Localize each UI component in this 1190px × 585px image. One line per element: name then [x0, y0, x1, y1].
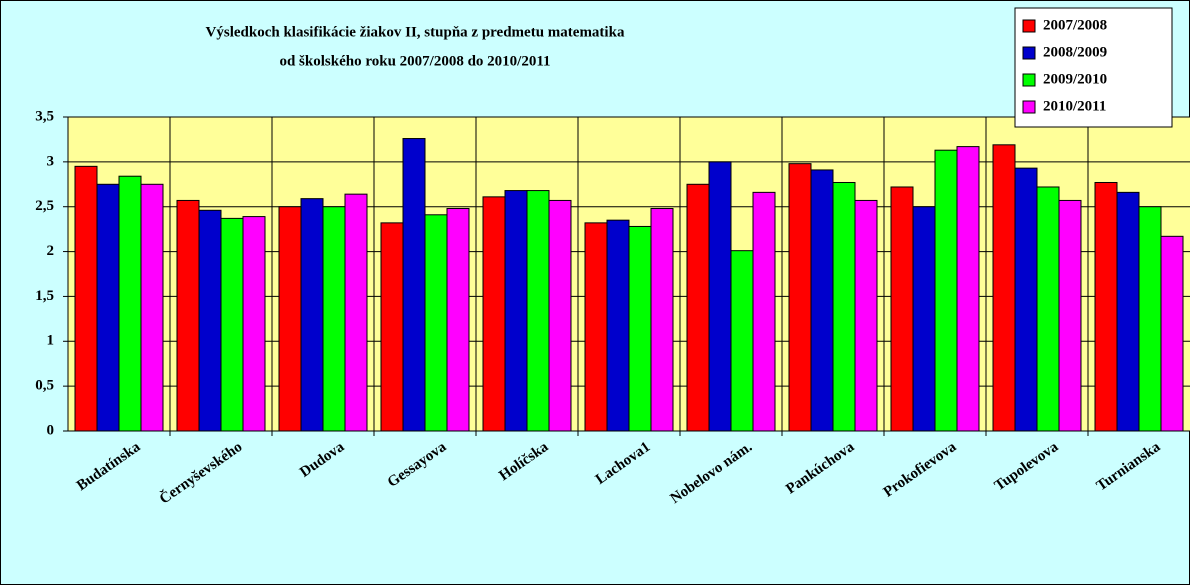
bar	[504, 190, 528, 432]
bar	[752, 191, 776, 432]
bar	[1138, 206, 1162, 432]
bar	[176, 199, 200, 432]
legend-swatch	[1022, 100, 1036, 114]
bar	[934, 149, 958, 432]
legend-label: 2008/2009	[1043, 44, 1107, 60]
bar	[730, 250, 754, 432]
bar	[686, 183, 710, 432]
y-tick-label: 3,5	[35, 108, 54, 124]
legend-box	[1014, 7, 1173, 128]
bar	[402, 138, 426, 432]
legend-swatch	[1022, 73, 1036, 87]
bar	[424, 214, 448, 432]
bar	[96, 183, 120, 432]
bar	[890, 186, 914, 432]
y-tick-label: 2,5	[35, 198, 54, 214]
bar	[118, 175, 142, 432]
bar	[628, 225, 652, 432]
bar	[526, 190, 550, 432]
legend-swatch	[1022, 19, 1036, 33]
y-tick-label: 0,5	[35, 378, 54, 394]
bar	[380, 222, 404, 432]
legend-label: 2010/2011	[1043, 98, 1106, 114]
bar	[1036, 186, 1060, 432]
y-tick-label: 1,5	[35, 288, 54, 304]
bar	[788, 163, 812, 432]
bar	[242, 216, 266, 432]
bar	[1014, 167, 1038, 432]
legend-label: 2007/2008	[1043, 17, 1107, 33]
bar	[74, 165, 98, 432]
bar	[140, 183, 164, 432]
bar	[832, 181, 856, 432]
y-tick-label: 2	[47, 243, 55, 259]
legend-label: 2009/2010	[1043, 71, 1107, 87]
bar	[548, 199, 572, 432]
bar	[854, 199, 878, 432]
bar	[912, 206, 936, 432]
bar	[278, 206, 302, 432]
bar	[482, 196, 506, 432]
bar	[992, 144, 1016, 432]
bar	[220, 217, 244, 432]
chart-title: od školského roku 2007/2008 do 2010/2011	[279, 53, 550, 69]
bar	[1094, 181, 1118, 432]
bar	[956, 146, 980, 432]
bar	[584, 222, 608, 432]
legend-swatch	[1022, 46, 1036, 60]
bar	[1116, 191, 1140, 432]
bar	[198, 209, 222, 432]
bar	[344, 193, 368, 432]
bar	[1058, 199, 1082, 432]
y-tick-label: 3	[47, 153, 55, 169]
bar	[1160, 235, 1184, 432]
chart-title: Výsledkoch klasifikácie žiakov II, stupň…	[206, 24, 625, 40]
bar	[300, 198, 324, 432]
bar	[708, 161, 732, 432]
bar	[650, 208, 674, 432]
y-tick-label: 1	[47, 333, 55, 349]
bar	[606, 219, 630, 432]
bar	[810, 169, 834, 432]
bar	[322, 206, 346, 432]
bar	[446, 208, 470, 432]
y-tick-label: 0	[47, 422, 55, 438]
